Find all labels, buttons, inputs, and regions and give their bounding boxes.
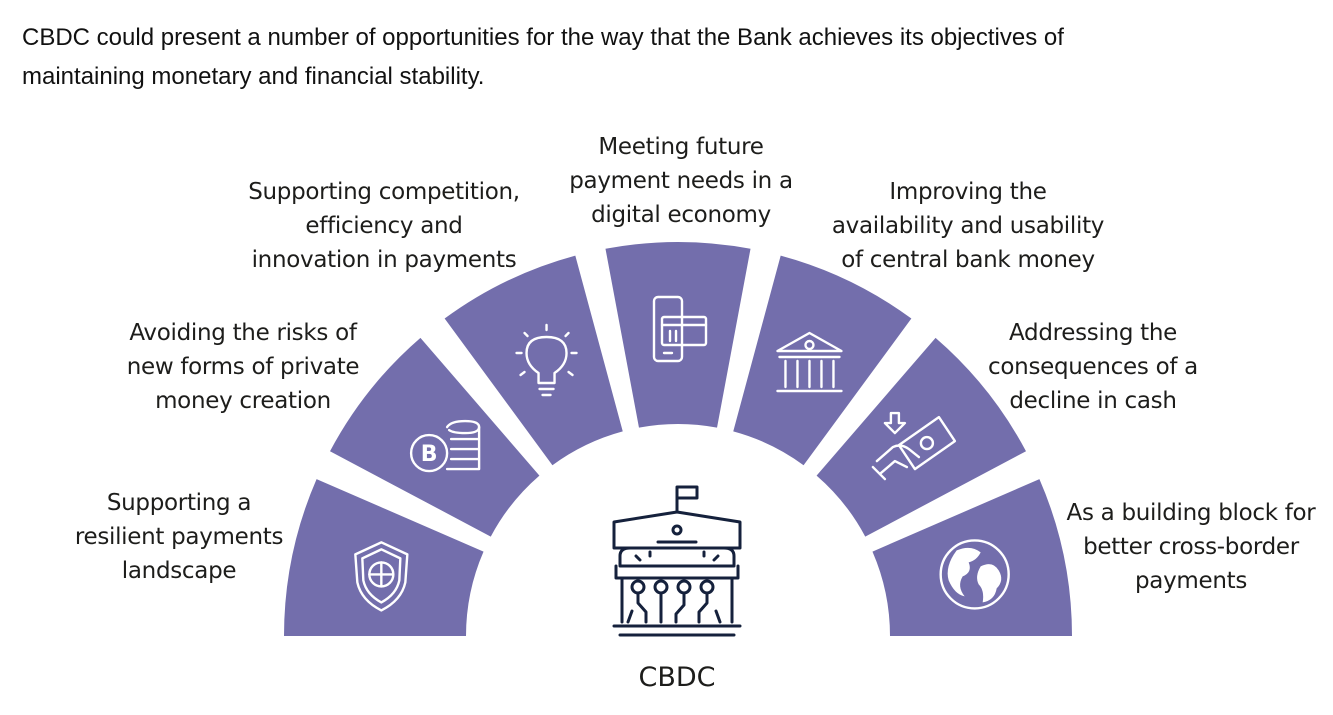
bank-building-icon bbox=[776, 331, 843, 393]
arc-segment-5 bbox=[816, 337, 1026, 537]
segment-label-future-payment-needs: Meeting future payment needs in a digital … bbox=[569, 134, 793, 228]
intro-paragraph: CBDC could present a number of opportuni… bbox=[22, 18, 1312, 96]
coins-bitcoin-icon: B bbox=[409, 419, 481, 473]
segment-label-private-money: Avoiding the risks of new forms of privat… bbox=[126, 320, 360, 414]
cbdc-center-label: CBDC bbox=[638, 662, 716, 693]
intro-line-1: CBDC could present a number of opportuni… bbox=[22, 24, 1064, 51]
segment-label-resilient-payments: Supporting a resilient payments landscape bbox=[74, 490, 284, 584]
svg-text:B: B bbox=[421, 442, 438, 467]
arc-segment-3 bbox=[605, 242, 751, 428]
shield-icon bbox=[354, 541, 409, 612]
cash-hand-icon bbox=[871, 411, 957, 481]
intro-line-2: maintaining monetary and financial stabi… bbox=[22, 63, 485, 90]
arc-segment-0 bbox=[284, 479, 484, 636]
lightbulb-icon bbox=[515, 323, 578, 397]
globe-icon bbox=[939, 539, 1010, 610]
arc-segment-2 bbox=[444, 255, 623, 466]
phone-card-icon bbox=[652, 295, 708, 363]
segment-label-decline-in-cash: Addressing the consequences of a decline i… bbox=[988, 320, 1198, 414]
segment-label-competition-innovation: Supporting competition, efficiency and inn… bbox=[248, 179, 520, 273]
central-bank-icon bbox=[612, 485, 742, 637]
segment-label-cross-border: As a building block for better cross-bord… bbox=[1066, 500, 1316, 594]
arc-segment-1 bbox=[330, 337, 540, 537]
segment-label-central-bank-money: Improving the availability and usability o… bbox=[831, 179, 1105, 273]
